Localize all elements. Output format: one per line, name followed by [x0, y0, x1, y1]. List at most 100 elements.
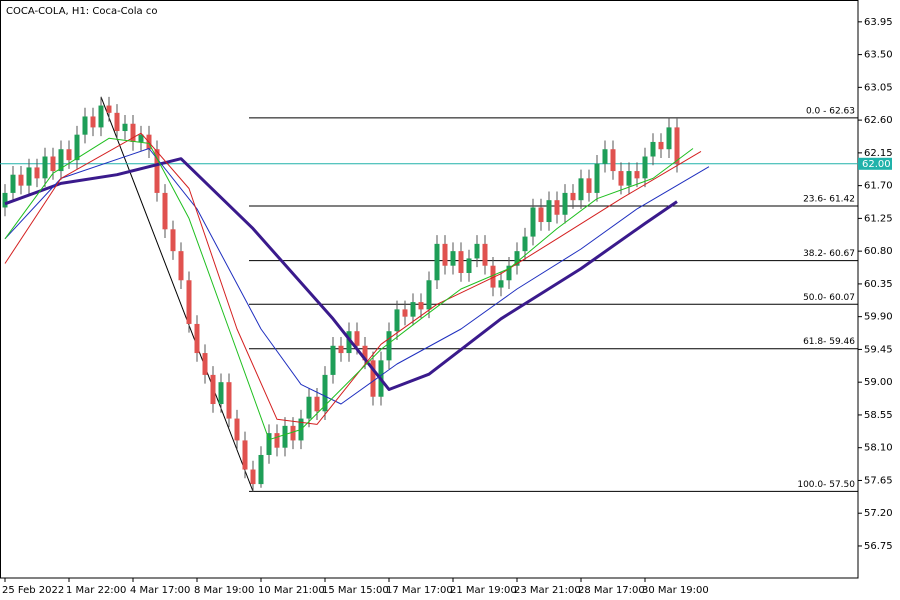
candle-body	[362, 345, 368, 361]
candle-body	[210, 374, 216, 405]
y-tick-label: 60.80	[864, 246, 893, 257]
candle-body	[514, 251, 520, 266]
candle-body	[130, 123, 136, 142]
candle-body	[322, 374, 328, 412]
x-tick-label: 21 Mar 19:00	[450, 585, 517, 596]
candle-body	[450, 251, 456, 266]
y-tick-label: 60.35	[864, 279, 893, 290]
candle-body	[162, 192, 168, 230]
y-tick-label: 61.25	[864, 213, 893, 224]
candle-body	[122, 123, 128, 132]
trend-line	[100, 96, 254, 492]
candle-body	[554, 200, 560, 215]
x-tick-label: 15 Mar 15:00	[322, 585, 389, 596]
candle-body	[634, 171, 640, 179]
candle-body	[18, 174, 24, 186]
moving-average	[4, 137, 694, 441]
candle-body	[506, 265, 512, 281]
x-tick-label: 17 Mar 17:00	[386, 585, 453, 596]
candle-body	[66, 149, 72, 161]
candle-body	[418, 302, 424, 310]
candle-body	[498, 280, 504, 288]
candle-body	[258, 454, 264, 485]
candle-body	[562, 192, 568, 215]
candle-body	[466, 258, 472, 273]
candle-body	[34, 167, 40, 179]
candle-body	[618, 171, 624, 186]
candle-body	[314, 396, 320, 412]
candle-body	[370, 360, 376, 397]
candle-body	[666, 127, 672, 150]
candle-body	[306, 396, 312, 419]
candle-body	[226, 382, 232, 419]
x-tick-label: 4 Mar 17:00	[130, 585, 190, 596]
candle-body	[218, 382, 224, 405]
chart-title: COCA-COLA, H1: Coca-Cola co	[6, 6, 157, 17]
candle-body	[594, 163, 600, 193]
candle-body	[10, 174, 16, 193]
moving-average	[4, 148, 710, 405]
candle-body	[586, 178, 592, 193]
y-tick-label: 62.15	[864, 148, 893, 159]
candle-body	[250, 469, 256, 485]
y-tick-label: 56.75	[864, 541, 893, 552]
candle-body	[570, 192, 576, 201]
candle-body	[530, 207, 536, 237]
y-tick-label: 59.00	[864, 377, 893, 388]
candle-body	[98, 105, 104, 128]
x-tick-label: 30 Mar 19:00	[642, 585, 709, 596]
candle-body	[442, 243, 448, 266]
y-tick-label: 57.65	[864, 475, 893, 486]
candle-body	[58, 149, 64, 172]
last-price-label: 62.00	[862, 159, 891, 170]
candle-body	[266, 433, 272, 455]
candle-body	[26, 167, 32, 186]
candle-body	[658, 141, 664, 150]
candle-body	[410, 302, 416, 317]
candle-body	[386, 331, 392, 361]
y-tick-label: 61.70	[864, 181, 893, 192]
fib-label: 100.0- 57.50	[797, 480, 855, 490]
x-tick-label: 25 Feb 2022	[2, 585, 64, 596]
y-tick-label: 63.50	[864, 50, 893, 61]
candle-body	[642, 156, 648, 179]
candle-body	[338, 345, 344, 354]
candle-body	[650, 141, 656, 157]
y-tick-label: 62.60	[864, 115, 893, 126]
fib-label: 50.0- 60.07	[803, 293, 855, 303]
x-tick-label: 1 Mar 22:00	[66, 585, 126, 596]
x-tick-label: 8 Mar 19:00	[194, 585, 254, 596]
candle-body	[578, 178, 584, 201]
fib-label: 0.0 - 62.63	[806, 106, 855, 116]
fib-label: 61.8- 59.46	[803, 337, 855, 347]
last-price-box	[858, 157, 892, 170]
candle-body	[490, 265, 496, 288]
fib-label: 38.2- 60.67	[803, 249, 855, 259]
candle-body	[394, 309, 400, 332]
candle-body	[426, 280, 432, 310]
candle-body	[354, 331, 360, 346]
candle-body	[50, 156, 56, 172]
moving-average	[4, 132, 702, 425]
candle-body	[274, 433, 280, 448]
candle-body	[42, 156, 48, 179]
y-tick-label: 59.90	[864, 312, 893, 323]
candle-body	[282, 425, 288, 448]
candle-body	[170, 229, 176, 252]
candle-body	[194, 323, 200, 354]
candle-body	[114, 112, 120, 132]
candle-body	[602, 149, 608, 164]
candle-body	[434, 243, 440, 281]
y-tick-label: 57.20	[864, 508, 893, 519]
candle-body	[290, 425, 296, 441]
x-tick-label: 28 Mar 17:00	[578, 585, 645, 596]
candle-body	[522, 236, 528, 252]
candle-body	[74, 134, 80, 161]
candle-body	[626, 171, 632, 186]
y-tick-label: 63.05	[864, 82, 893, 93]
candle-body	[330, 345, 336, 375]
candle-body	[186, 280, 192, 324]
fib-label: 23.6- 61.42	[803, 195, 855, 205]
y-tick-label: 59.45	[864, 344, 893, 355]
